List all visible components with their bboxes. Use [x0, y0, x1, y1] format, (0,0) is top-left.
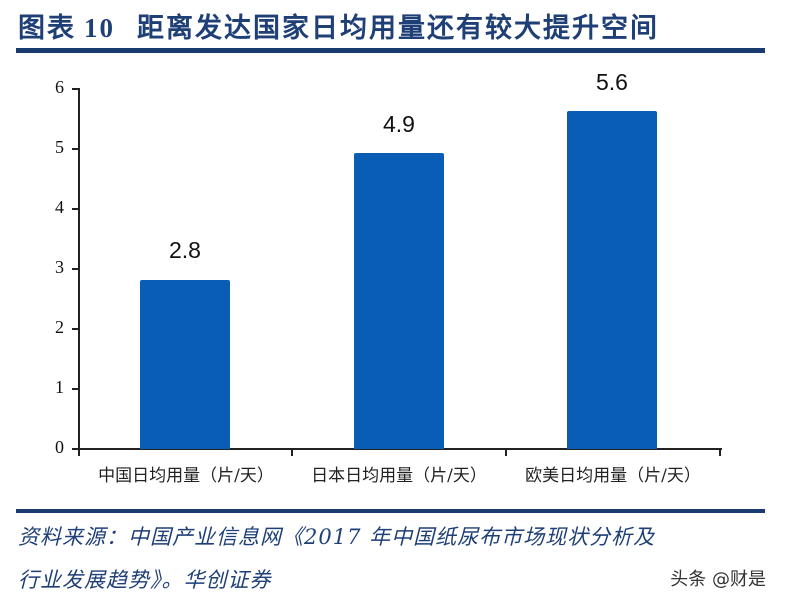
- figure-label: 图表: [18, 13, 76, 44]
- x-axis: [72, 448, 722, 450]
- value-label-china: 2.8: [169, 237, 201, 263]
- category-label-china: 中国日均用量（片/天）: [98, 466, 274, 486]
- bar-china: [140, 280, 230, 449]
- title-divider: [16, 48, 765, 53]
- y-tick-label: 5: [55, 137, 64, 157]
- watermark: 头条 @财是: [670, 569, 766, 590]
- y-tick-label: 2: [55, 317, 64, 337]
- y-tick: [72, 88, 79, 90]
- y-tick-label: 6: [55, 77, 64, 97]
- y-tick-label: 1: [55, 377, 64, 397]
- x-tick: [78, 448, 80, 456]
- x-tick: [291, 448, 293, 456]
- figure-title-text: 距离发达国家日均用量还有较大提升空间: [137, 13, 659, 44]
- y-tick: [72, 388, 79, 390]
- value-label-japan: 4.9: [383, 111, 415, 137]
- source-line-1: 资料来源：中国产业信息网《2017 年中国纸尿布市场现状分析及: [18, 525, 656, 549]
- y-tick: [72, 268, 79, 270]
- category-label-europe-us: 欧美日均用量（片/天）: [525, 466, 701, 486]
- x-tick: [719, 448, 721, 456]
- source-line-2: 行业发展趋势》。华创证券: [18, 568, 272, 592]
- y-axis: [78, 88, 80, 450]
- source-divider: [16, 509, 765, 513]
- y-tick: [72, 208, 79, 210]
- y-tick-label: 0: [55, 437, 64, 457]
- x-tick: [505, 448, 507, 456]
- y-tick-label: 3: [55, 257, 64, 277]
- bar-japan: [354, 153, 444, 449]
- y-tick-label: 4: [55, 197, 64, 217]
- bar-europe-us: [567, 111, 657, 449]
- y-tick: [72, 328, 79, 330]
- figure-number: 10: [84, 13, 115, 43]
- y-tick: [72, 148, 79, 150]
- category-label-japan: 日本日均用量（片/天）: [311, 466, 487, 486]
- figure-title: 图表 10 距离发达国家日均用量还有较大提升空间: [18, 6, 659, 45]
- value-label-europe-us: 5.6: [596, 69, 628, 95]
